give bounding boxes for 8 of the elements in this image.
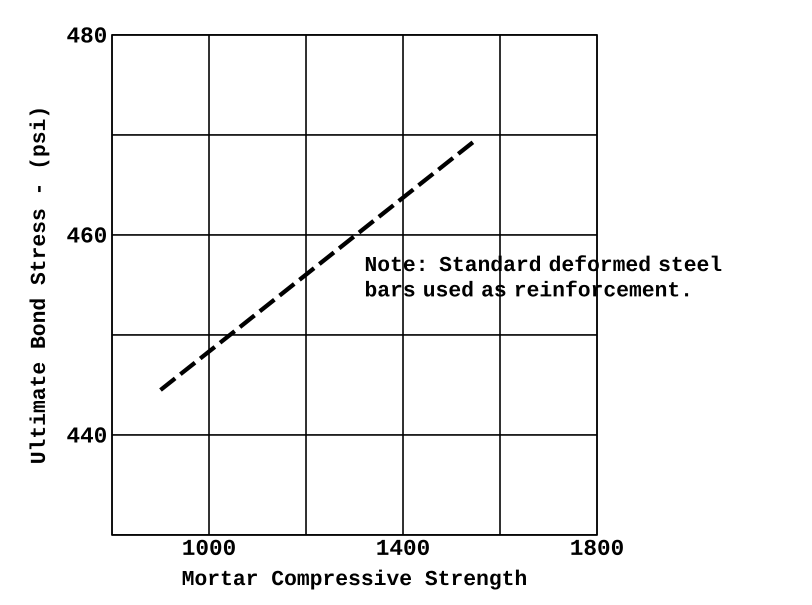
y-tick-label: 480 [67, 27, 106, 43]
y-tick-label: 460 [67, 227, 106, 243]
x-tick-label: 1000 [183, 540, 235, 556]
y-tick-label: 440 [67, 427, 106, 443]
x-axis-title: Mortar Compressive Strength [182, 570, 526, 590]
x-tick-label: 1400 [377, 540, 429, 556]
x-tick-label: 1800 [571, 540, 623, 556]
y-axis-title: Ultimate Bond Stress - (psi) [29, 109, 50, 463]
